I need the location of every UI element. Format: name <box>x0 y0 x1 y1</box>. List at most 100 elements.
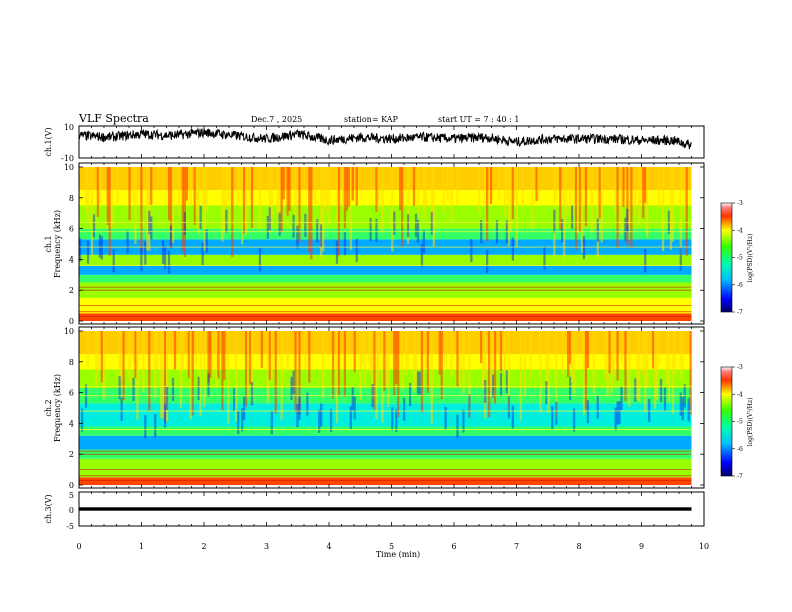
spectrogram-streak <box>620 331 623 363</box>
x-tick-label: 6 <box>451 542 456 551</box>
spectrogram-streak <box>286 167 289 216</box>
x-axis-tick-labels: 0 1 2 3 4 5 6 7 8 9 10 <box>76 542 709 551</box>
spectrogram-streak <box>171 377 175 401</box>
spectrogram-streak <box>642 331 645 375</box>
spectrogram-streak <box>497 167 501 201</box>
spectrogram-streak <box>559 167 562 231</box>
spectrogram-streak <box>416 371 420 395</box>
spectrogram-streak <box>292 214 295 238</box>
spectrogram-streak <box>655 331 659 400</box>
spectrogram-streak <box>614 331 617 364</box>
spectrogram-streak <box>189 331 192 420</box>
spectrogram-streak <box>484 331 487 419</box>
spectrogram-streak <box>446 167 449 202</box>
spectrogram-streak <box>406 214 410 238</box>
spectrogram-streak <box>644 331 647 413</box>
spectrogram-streak <box>644 249 647 273</box>
spectrogram-streak <box>294 331 297 412</box>
spectrogram-streak <box>478 167 481 213</box>
spectrogram-streak <box>165 386 169 411</box>
ch2-spectrogram-ylabel-channel: ch.2 <box>44 399 53 416</box>
x-tick-label: 7 <box>514 542 519 551</box>
spectrogram-streak <box>223 331 226 381</box>
spectrogram-streak <box>689 331 692 415</box>
spectrogram-streak <box>608 331 611 374</box>
spectrogram-streak <box>547 331 550 414</box>
spectrogram-streak <box>604 331 607 380</box>
colorbar-tick-label: -6 <box>737 282 743 289</box>
spectrogram-streak <box>569 376 572 400</box>
spectrogram-streak <box>624 331 627 401</box>
spectrogram-streak <box>671 167 675 242</box>
spectrogram-streak <box>458 331 461 383</box>
spectrogram-streak <box>298 167 301 243</box>
spectrogram-streak <box>584 167 588 227</box>
spectrogram-streak <box>351 167 354 201</box>
spectrogram-streak <box>401 167 404 247</box>
ch1-waveform-ylabel: ch.1(V) <box>44 127 53 156</box>
spectrogram-streak <box>86 331 90 366</box>
spectrogram-streak <box>612 331 615 376</box>
spectrogram-streak <box>669 167 673 250</box>
ch3-ytick-mid: 0 <box>69 506 74 515</box>
spectrogram-streak <box>489 331 493 398</box>
figure-title: VLF Spectra <box>78 112 149 125</box>
spectrogram-streak <box>337 167 341 257</box>
spectrogram-streak <box>681 397 684 421</box>
spectrogram-streak <box>118 331 121 389</box>
spectrogram-band <box>79 220 692 229</box>
spectrogram-streak <box>144 241 147 265</box>
start-time-label: start UT = 7 : 40 : 1 <box>438 115 519 124</box>
spectrogram-streak <box>565 167 568 214</box>
spectrogram-streak <box>610 331 613 393</box>
spectrogram-streak <box>555 167 558 201</box>
spectrogram-streak <box>250 167 254 229</box>
spectrogram-streak <box>140 248 143 272</box>
colorbar-tick-label: -4 <box>737 391 743 398</box>
spectrogram-streak <box>250 381 254 406</box>
spectrogram-streak <box>181 331 185 372</box>
spectrogram-streak <box>561 218 564 243</box>
spectrogram-streak <box>179 331 183 409</box>
spectrogram-streak <box>470 239 473 263</box>
y-tick-label: 6 <box>69 225 74 234</box>
spectrogram-streak <box>270 331 273 381</box>
spectrogram-streak <box>359 331 362 400</box>
spectrogram-streak <box>393 331 396 396</box>
spectrogram-streak <box>580 167 584 254</box>
spectrogram-streak <box>242 167 246 234</box>
spectrogram-band <box>79 265 692 275</box>
spectrogram-streak <box>94 331 98 384</box>
spectrogram-streak <box>203 331 206 408</box>
spectrogram-streak <box>462 331 465 394</box>
spectrogram-streak <box>586 331 590 369</box>
spectrogram-streak <box>651 331 655 369</box>
spectrogram-streak <box>673 331 676 375</box>
spectrogram-streak <box>237 167 240 202</box>
spectrogram-band <box>79 254 692 266</box>
spectrogram-streak <box>576 167 580 234</box>
spectrogram-streak <box>578 167 582 232</box>
spectrogram-streak <box>102 331 105 399</box>
spectrogram-streak <box>282 167 285 200</box>
spectrogram-streak <box>92 214 96 238</box>
spectrogram-streak <box>217 331 220 379</box>
spectrogram-band <box>79 458 692 478</box>
colorbar-tick-label: -5 <box>737 255 743 262</box>
spectrogram-streak <box>450 167 453 221</box>
spectrogram-streak <box>616 401 619 425</box>
spectrogram-streak <box>616 167 619 249</box>
spectrogram-streak <box>203 167 206 252</box>
spectrogram-streak <box>572 331 576 395</box>
spectrogram-streak <box>227 167 230 201</box>
spectrogram-streak <box>375 331 378 420</box>
spectrogram-streak <box>132 167 135 202</box>
spectrogram-streak <box>586 400 590 424</box>
spectrogram-streak <box>183 211 186 236</box>
spectrogram-streak <box>659 378 663 403</box>
spectrogram-streak <box>341 167 345 210</box>
spectrogram-streak <box>616 331 619 381</box>
spectrogram-streak <box>294 167 297 216</box>
spectrogram-streak <box>442 167 445 212</box>
